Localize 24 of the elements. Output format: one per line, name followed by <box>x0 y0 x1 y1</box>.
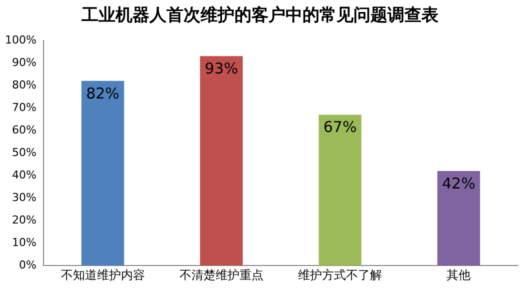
y-tick-label: 50% <box>12 146 36 159</box>
y-tick-label: 60% <box>12 123 36 136</box>
bar <box>318 114 362 266</box>
data-label: 82% <box>86 84 120 102</box>
data-label: 42% <box>442 174 476 192</box>
bar <box>81 80 124 266</box>
y-tick-label: 40% <box>12 168 36 182</box>
y-tick-label: 0% <box>18 258 36 272</box>
x-tick-label: 不清楚维护重点 <box>179 268 264 282</box>
x-tick-label: 不知道维护内容 <box>60 268 145 282</box>
y-tick-label: 20% <box>12 213 36 226</box>
bar <box>200 56 243 266</box>
x-tick-label: 其他 <box>446 268 471 282</box>
y-tick-label: 10% <box>12 236 36 249</box>
y-tick-label: 80% <box>12 78 36 92</box>
bar <box>437 171 480 266</box>
y-tick-label: 30% <box>12 190 36 204</box>
y-tick-label: 90% <box>12 56 36 69</box>
y-tick-label: 70% <box>12 100 36 114</box>
data-label: 67% <box>323 118 357 136</box>
x-tick-label: 维护方式不了解 <box>298 268 382 282</box>
y-tick-label: 100% <box>4 33 36 46</box>
chart-title: 工业机器人首次维护的客户中的常见问题调查表 <box>80 6 440 26</box>
data-label: 93% <box>204 60 238 78</box>
